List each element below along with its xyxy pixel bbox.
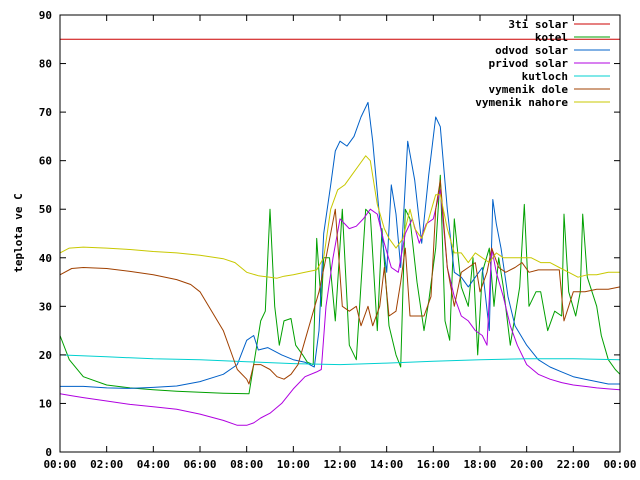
x-tick-label: 20:00 bbox=[510, 458, 543, 471]
x-tick-label: 14:00 bbox=[370, 458, 403, 471]
y-tick-label: 60 bbox=[39, 155, 52, 168]
y-tick-label: 20 bbox=[39, 349, 52, 362]
series-line-kotel bbox=[59, 174, 621, 395]
series-line-odvod-solar bbox=[60, 101, 620, 389]
x-tick-label: 10:00 bbox=[277, 458, 310, 471]
x-tick-label: 22:00 bbox=[557, 458, 590, 471]
x-tick-label: 00:00 bbox=[43, 458, 76, 471]
legend-label: vymenik nahore bbox=[475, 96, 568, 109]
legend-label: 3ti solar bbox=[508, 18, 568, 31]
x-tick-label: 00:00 bbox=[603, 458, 636, 471]
legend-label: privod solar bbox=[489, 57, 569, 70]
x-tick-label: 04:00 bbox=[137, 458, 170, 471]
y-tick-label: 50 bbox=[39, 203, 52, 216]
series-layer bbox=[59, 38, 621, 426]
legend-label: kutloch bbox=[522, 70, 568, 83]
legend-label: vymenik dole bbox=[489, 83, 569, 96]
y-tick-label: 30 bbox=[39, 300, 52, 313]
y-tick-label: 10 bbox=[39, 397, 52, 410]
series-line-vymenik-dole bbox=[59, 179, 621, 385]
ticks-layer: 00:00 02:00 04:00 06:00 08:00 10:00 12:00 14:00… bbox=[39, 9, 637, 471]
series-line-vymenik-nahore bbox=[59, 155, 620, 279]
legend-label: kotel bbox=[535, 31, 568, 44]
series-line-privod-solar bbox=[59, 189, 621, 426]
legend-label: odvod solar bbox=[495, 44, 568, 57]
y-tick-label: 80 bbox=[39, 58, 52, 71]
x-tick-label: 18:00 bbox=[463, 458, 496, 471]
y-tick-label: 70 bbox=[39, 106, 52, 119]
series-line-kutloch bbox=[59, 354, 621, 366]
x-tick-label: 12:00 bbox=[323, 458, 356, 471]
y-tick-label: 40 bbox=[39, 252, 52, 265]
x-tick-label: 06:00 bbox=[183, 458, 216, 471]
x-tick-label: 16:00 bbox=[417, 458, 450, 471]
y-tick-label: 0 bbox=[45, 446, 52, 459]
y-axis-title: teplota ve C bbox=[12, 193, 25, 272]
x-tick-label: 02:00 bbox=[90, 458, 123, 471]
x-tick-label: 08:00 bbox=[230, 458, 263, 471]
y-tick-label: 90 bbox=[39, 9, 52, 22]
